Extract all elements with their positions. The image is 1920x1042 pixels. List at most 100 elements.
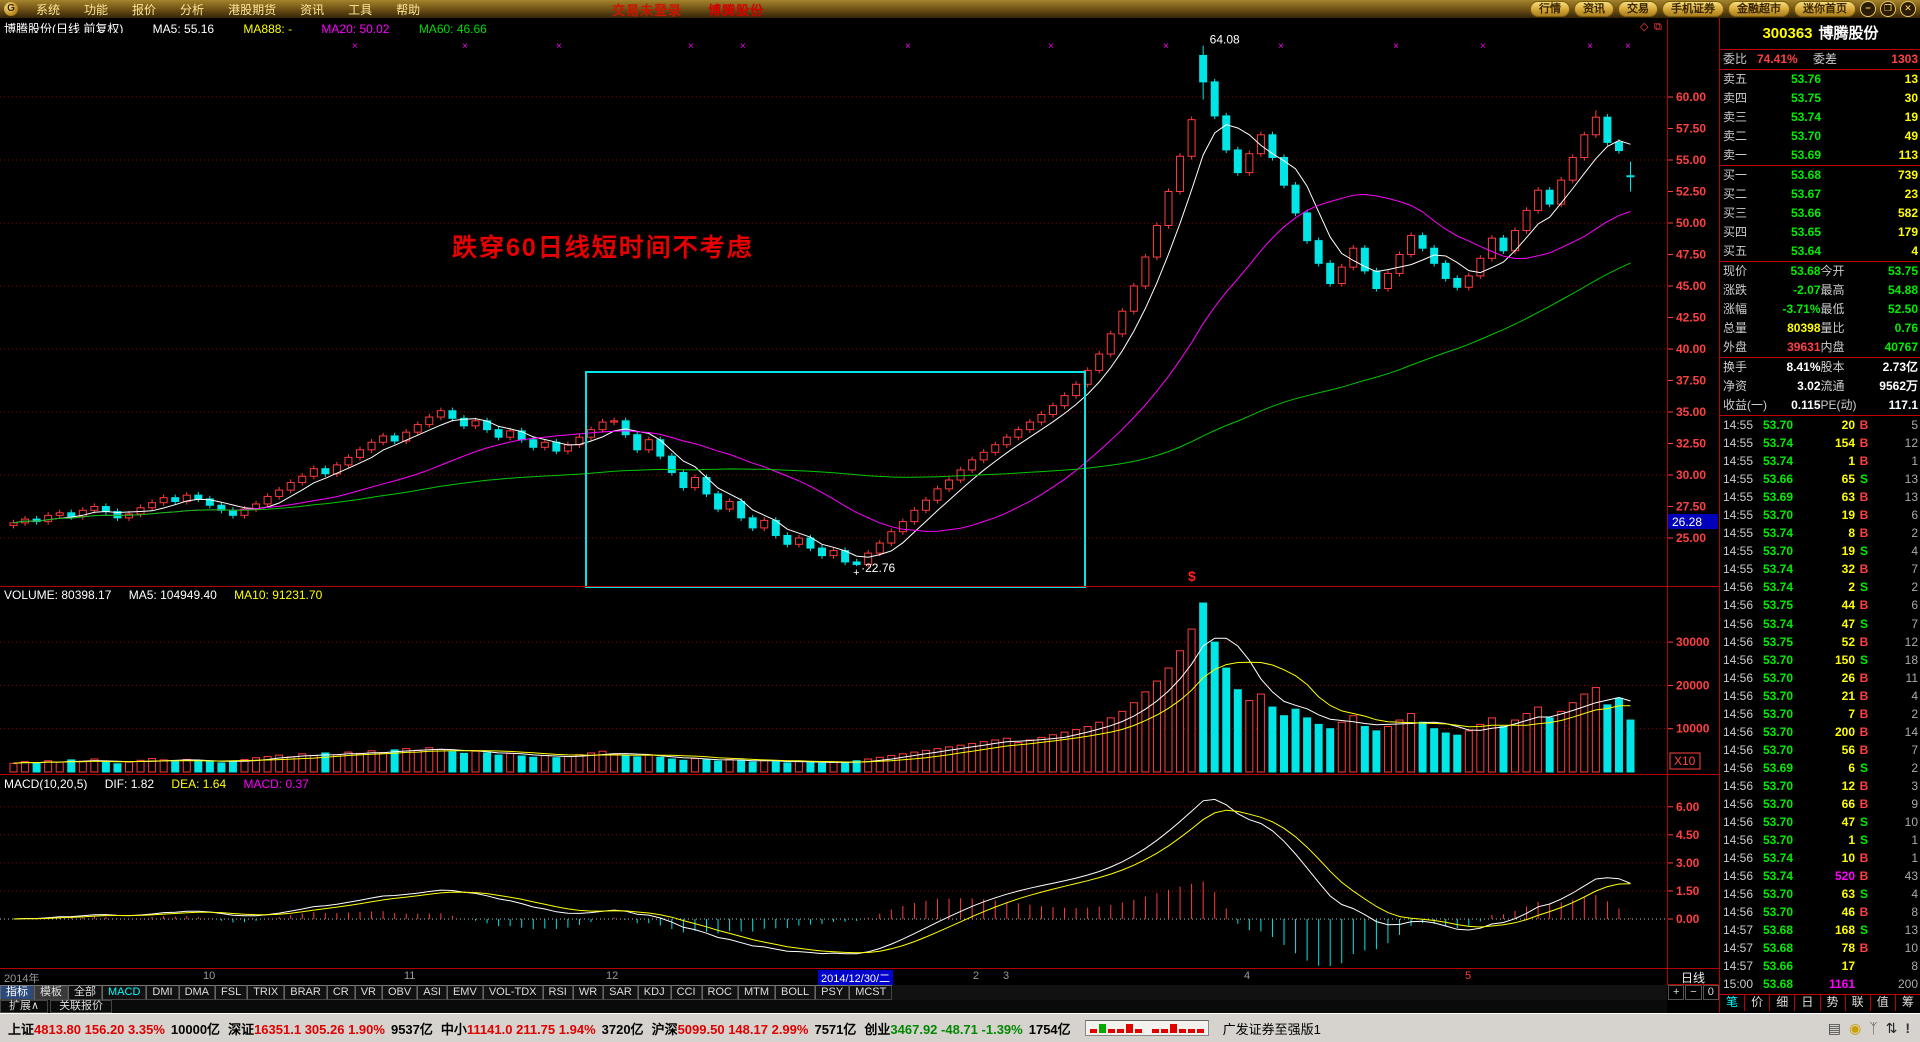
quick-button-资讯[interactable]: 资讯 [1574,1,1614,17]
quote-tab-价[interactable]: 价 [1745,995,1771,1011]
login-status: 交易未登录 博腾股份 [612,2,765,18]
zoom-reset-button[interactable]: 0 [1702,985,1719,1000]
date-label-2014年: 2014年 [4,973,40,985]
svg-text:57.50: 57.50 [1676,122,1706,136]
info-换手: 换手 8.41% [1723,360,1821,374]
tick-row: 14:56 53.70 150 S 18 [1723,652,1918,667]
tab-MCST[interactable]: MCST [849,985,893,1000]
tick-row: 14:55 53.66 65 S 13 [1723,472,1918,487]
svg-text:×: × [1480,41,1486,52]
minimize-button[interactable]: − [1860,1,1876,17]
svg-text:×: × [905,41,911,52]
window-split-icon[interactable]: ⧉ [1654,21,1662,33]
menu-工具[interactable]: 工具 [348,2,373,17]
quote-tab-联[interactable]: 联 [1846,995,1871,1011]
svg-text:27.50: 27.50 [1676,500,1706,514]
signal-antenna-icon[interactable]: ᛉ [1869,1020,1878,1036]
menu-系统[interactable]: 系统 [36,2,61,17]
macd-chart[interactable]: 6.00 4.50 3.00 1.50 0.00 [0,790,1719,969]
close-button[interactable]: ✕ [1900,1,1916,17]
menu-分析[interactable]: 分析 [180,2,205,17]
period-label[interactable]: 日线 [1668,969,1718,985]
weibi-value: 74.41% [1757,52,1798,66]
quote-tab-日[interactable]: 日 [1795,995,1821,1011]
quote-tab-值[interactable]: 值 [1871,995,1896,1011]
diamond-tool-icon[interactable]: ◇ [1640,21,1649,33]
coin-icon[interactable]: ◉ [1848,1020,1862,1036]
menu-报价[interactable]: 报价 [132,2,157,17]
tick-row: 14:56 53.74 520 B 43 [1723,869,1918,884]
quick-button-行情[interactable]: 行情 [1530,1,1570,17]
zoom-in-button[interactable]: + [1668,985,1685,1000]
quote-tab-笔[interactable]: 笔 [1720,995,1746,1011]
chart-column: 博腾股份(日线 前复权) MA5: 55.16 MA888: - MA20: 5… [0,18,1719,1013]
menu-港股期货[interactable]: 港股期货 [228,2,277,17]
ma5-value: MA5: 55.16 [152,22,215,36]
quote-info-grid: 现价 53.68 今开 53.75 涨跌 -2.07 最高 54.88 涨幅 -3.71% 最低 52… [1720,261,1920,415]
tab-VR[interactable]: VR [354,985,382,1000]
index-中小: 中小11141.0 211.75 1.94% 3720亿 [440,1021,644,1037]
quote-tab-细[interactable]: 细 [1770,995,1796,1011]
tick-row: 14:56 53.70 12 B 3 [1723,778,1918,793]
tab-DMA[interactable]: DMA [178,985,216,1000]
zoom-out-button[interactable]: − [1685,985,1702,1000]
tab-CR[interactable]: CR [326,985,355,1000]
info-row: 净资 3.02 流通 9562万 [1720,377,1920,396]
tab-模板[interactable]: 模板 [34,985,68,1000]
svg-text:26.28: 26.28 [1672,515,1702,529]
level-row-买三: 买三 53.66 582 [1723,206,1918,220]
level-row-买一: 买一 53.68 739 [1720,165,1920,185]
tab-FSL[interactable]: FSL [215,985,248,1000]
quick-button-交易[interactable]: 交易 [1618,1,1658,17]
menu-功能[interactable]: 功能 [84,2,109,17]
tab-指标[interactable]: 指标 [0,985,34,1000]
tab-KDJ[interactable]: KDJ [637,985,671,1000]
quote-tab-筹[interactable]: 筹 [1896,995,1920,1011]
svg-text:47.50: 47.50 [1676,248,1706,262]
tab-扩展∧[interactable]: 扩展∧ [0,1000,49,1013]
tab-MACD[interactable]: MACD [102,985,147,1000]
tab-PSY[interactable]: PSY [815,985,850,1000]
tab-全部[interactable]: 全部 [68,985,102,1000]
selected-date[interactable]: 2014/12/30/二 [818,970,894,986]
quick-button-迷你首页[interactable]: 迷你首页 [1794,1,1856,17]
tab-RSI[interactable]: RSI [542,985,573,1000]
tab-BRAR[interactable]: BRAR [284,985,327,1000]
tick-row: 14:55 53.70 19 S 4 [1723,544,1918,559]
restore-button[interactable]: ❐ [1880,1,1896,17]
volume-header: VOLUME: 80398.17 MA5: 104949.40 MA10: 91… [4,588,336,602]
tick-row: 14:56 53.70 66 B 9 [1723,797,1918,811]
tab-BOLL[interactable]: BOLL [775,985,816,1000]
quick-button-手机证券[interactable]: 手机证券 [1662,1,1724,17]
tab-ROC[interactable]: ROC [701,985,738,1000]
tab-CCI[interactable]: CCI [670,985,702,1000]
main-candlestick-chart[interactable]: 60.00 57.50 55.00 52.50 50.00 47.50 45.00 42.50… [0,33,1719,586]
menu-帮助[interactable]: 帮助 [396,2,421,17]
svg-text:0.00: 0.00 [1676,912,1700,926]
quick-button-金融超市[interactable]: 金融超市 [1728,1,1790,17]
tab-WR[interactable]: WR [572,985,604,1000]
volume-chart[interactable]: 30000 20000 10000 X10 [0,601,1719,774]
tab-DMI[interactable]: DMI [146,985,179,1000]
svg-text:4.50: 4.50 [1676,828,1700,842]
axis-divider [1667,19,1668,985]
message-list-icon[interactable]: ▤ [1827,1020,1841,1036]
quote-tab-势[interactable]: 势 [1821,995,1846,1011]
tab-MTM[interactable]: MTM [737,985,776,1000]
tab-ASI[interactable]: ASI [417,985,447,1000]
tab-OBV[interactable]: OBV [382,985,418,1000]
info-今开: 今开 53.75 [1820,264,1919,278]
tick-list[interactable]: 14:55 53.70 20 B 5 14:55 53.74 154 B 12 14:55 53.74… [1720,415,1920,994]
index-上证: 上证4813.80 156.20 3.35% 10000亿 [8,1021,221,1037]
tab-TRIX[interactable]: TRIX [247,985,285,1000]
tab-VOL-TDX[interactable]: VOL-TDX [482,985,543,1000]
alert-icon[interactable]: ! [1905,1020,1910,1036]
tab-关联报价[interactable]: 关联报价 [50,1000,113,1013]
updown-arrows-icon[interactable]: ⇅ [1885,1020,1898,1036]
weicha-value: 1303 [1891,52,1918,66]
tab-EMV[interactable]: EMV [446,985,483,1000]
date-label-4: 4 [1244,970,1251,982]
menu-资讯[interactable]: 资讯 [300,2,325,17]
chart-header: 博腾股份(日线 前复权) MA5: 55.16 MA888: - MA20: 5… [4,20,513,36]
tab-SAR[interactable]: SAR [603,985,638,1000]
